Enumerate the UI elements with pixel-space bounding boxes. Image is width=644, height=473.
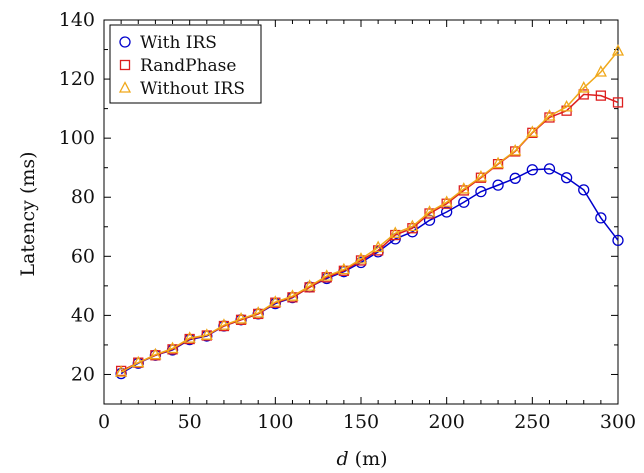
data-point-with-irs	[441, 206, 453, 218]
data-point-randphase	[184, 333, 195, 345]
y-tick-label: 60	[71, 245, 95, 267]
data-point-randphase	[458, 185, 469, 196]
legend-marker-without-irs	[118, 81, 132, 93]
data-point-randphase	[527, 127, 538, 138]
data-point-without-irs	[200, 328, 213, 340]
data-point-without-irs	[337, 262, 350, 275]
data-point-without-irs	[132, 355, 145, 368]
data-point-without-irs	[491, 156, 505, 169]
x-axis-label-unit: (m)	[349, 448, 388, 470]
series-without-irs	[115, 44, 625, 377]
legend-label-with-irs: With IRS	[140, 33, 217, 53]
data-point-with-irs	[578, 184, 590, 196]
data-point-randphase	[441, 198, 452, 209]
data-point-randphase	[578, 89, 589, 100]
data-point-with-irs	[595, 212, 607, 224]
y-tick-label: 80	[71, 186, 95, 208]
data-point-without-irs	[234, 312, 248, 324]
data-point-randphase	[595, 90, 607, 101]
x-axis-label-variable: d	[336, 448, 348, 470]
data-point-without-irs	[217, 318, 231, 330]
data-point-randphase	[492, 158, 504, 170]
data-point-randphase	[270, 297, 281, 308]
data-point-randphase	[544, 112, 555, 123]
legend: With IRS RandPhase Without IRS	[109, 24, 262, 104]
x-tick-label: 300	[600, 411, 636, 433]
data-point-without-irs	[183, 331, 196, 343]
data-point-with-irs	[509, 172, 521, 184]
data-point-without-irs	[594, 65, 607, 77]
y-axis-label: Latency (ms)	[17, 151, 39, 276]
data-point-without-irs	[474, 169, 488, 182]
series-randphase	[115, 89, 624, 377]
x-axis-label: d (m)	[336, 448, 387, 470]
data-point-without-irs	[286, 289, 299, 301]
data-point-without-irs	[252, 306, 265, 318]
series-line-with-irs	[120, 168, 619, 375]
data-point-without-irs	[577, 81, 590, 93]
data-point-without-irs	[560, 99, 573, 112]
data-point-with-irs	[458, 196, 470, 208]
x-tick-label: 200	[429, 411, 465, 433]
data-point-without-irs	[440, 195, 453, 207]
data-point-with-irs	[526, 164, 538, 176]
data-point-with-irs	[560, 172, 573, 184]
data-point-without-irs	[303, 279, 316, 291]
data-point-randphase	[612, 97, 624, 108]
data-point-with-irs	[475, 185, 487, 198]
legend-label-without-irs: Without IRS	[140, 79, 245, 99]
data-point-randphase	[424, 208, 435, 219]
legend-label-randphase: RandPhase	[140, 56, 236, 76]
data-point-without-irs	[166, 341, 179, 354]
legend-marker-randphase	[119, 59, 131, 71]
data-point-without-irs	[354, 252, 368, 264]
data-point-with-irs	[423, 214, 436, 226]
x-tick-label: 250	[514, 411, 550, 433]
data-point-without-irs	[423, 205, 436, 217]
data-point-without-irs	[611, 44, 625, 56]
data-point-randphase	[355, 255, 367, 266]
legend-marker-with-irs	[119, 36, 131, 48]
data-point-without-irs	[149, 347, 162, 360]
y-tick-label: 20	[71, 363, 95, 385]
data-point-randphase	[150, 350, 161, 361]
data-point-without-irs	[526, 125, 539, 137]
data-point-randphase	[510, 146, 521, 157]
data-point-without-irs	[269, 295, 282, 307]
legend-box	[109, 24, 262, 104]
x-tick-label: 100	[257, 411, 293, 433]
x-tick-label: 150	[343, 411, 379, 433]
data-point-randphase	[304, 282, 315, 293]
data-point-randphase	[321, 272, 332, 283]
data-point-without-irs	[115, 365, 128, 377]
data-point-with-irs	[543, 163, 556, 175]
data-point-without-irs	[509, 143, 522, 156]
data-point-without-irs	[320, 269, 333, 281]
y-tick-label: 120	[59, 68, 95, 90]
y-tick-label: 40	[71, 304, 95, 326]
data-point-without-irs	[543, 109, 556, 121]
data-point-with-irs	[492, 179, 504, 191]
y-tick-label: 140	[59, 9, 95, 31]
x-tick-label: 50	[178, 411, 202, 433]
data-point-randphase	[475, 172, 487, 183]
series-line-randphase	[120, 93, 619, 372]
data-point-without-irs	[389, 226, 402, 238]
series-with-irs	[115, 163, 624, 380]
data-point-without-irs	[406, 219, 419, 232]
y-tick-label: 100	[59, 127, 95, 149]
data-point-with-irs	[612, 234, 624, 247]
x-tick-label: 0	[98, 411, 110, 433]
data-point-randphase	[218, 320, 230, 332]
data-point-without-irs	[457, 182, 470, 194]
data-point-without-irs	[372, 240, 385, 253]
